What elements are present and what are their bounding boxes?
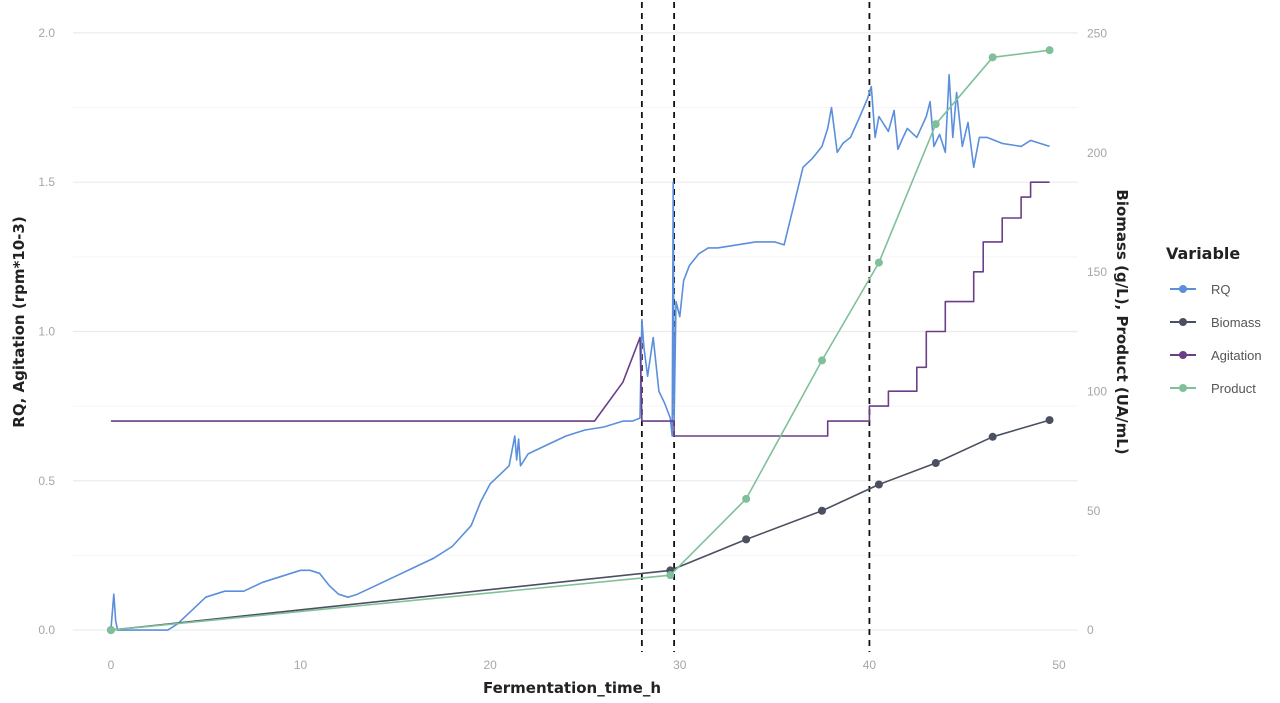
data-point-biomass <box>988 432 997 441</box>
y-tick-label-right: 50 <box>1087 504 1101 518</box>
data-point-biomass <box>742 535 751 544</box>
legend-key-dot <box>1179 351 1187 359</box>
legend-item-agitation: Agitation <box>1170 348 1262 363</box>
series-line-agitation <box>110 181 1050 437</box>
data-point-product <box>818 356 827 365</box>
legend-items: RQ Biomass Agitation Product <box>1170 282 1262 396</box>
legend-key-dot <box>1179 384 1187 392</box>
legend: Variable RQ Biomass Agitation Product <box>1166 244 1262 396</box>
y-tick-label-left: 0.5 <box>38 474 55 488</box>
legend-label: Agitation <box>1211 348 1262 363</box>
series-agitation <box>110 181 1050 437</box>
legend-label: Biomass <box>1211 315 1261 330</box>
x-tick-label: 10 <box>294 658 308 672</box>
legend-key-dot <box>1179 285 1187 293</box>
data-point-product <box>106 626 115 635</box>
legend-key-dot <box>1179 318 1187 326</box>
y-axis-title-right: Biomass (g/L), Product (UA/mL) <box>1113 189 1131 454</box>
data-point-product <box>931 120 940 129</box>
y-tick-label-right: 250 <box>1087 26 1107 40</box>
y-axis-title-left: RQ, Agitation (rpm*10-3) <box>10 216 28 427</box>
plot-area <box>106 46 1054 635</box>
data-point-product <box>988 53 997 62</box>
series-line-rq <box>110 73 1050 631</box>
y-tick-label-left: 1.5 <box>38 175 55 189</box>
x-axis-title: Fermentation_time_h <box>483 679 661 697</box>
data-point-biomass <box>874 480 883 489</box>
legend-item-biomass: Biomass <box>1170 315 1261 330</box>
data-point-biomass <box>818 506 827 515</box>
y-tick-label-right: 0 <box>1087 623 1094 637</box>
x-tick-label: 30 <box>673 658 687 672</box>
legend-label: Product <box>1211 381 1256 396</box>
data-point-product <box>666 571 675 580</box>
legend-item-product: Product <box>1170 381 1256 396</box>
series-line-biomass <box>110 419 1050 631</box>
y-tick-label-right: 200 <box>1087 146 1107 160</box>
axis-ticks: 0.0 0.5 1.0 1.5 2.0 0 50 100 150 200 250 0 10 20 30 40 5… <box>38 26 1107 672</box>
y-tick-label-left: 1.0 <box>38 324 55 338</box>
data-point-product <box>1045 46 1054 55</box>
x-tick-label: 20 <box>483 658 497 672</box>
x-tick-label: 40 <box>863 658 877 672</box>
y-tick-label-right: 150 <box>1087 265 1107 279</box>
data-point-biomass <box>1045 416 1054 425</box>
y-tick-label-left: 2.0 <box>38 26 55 40</box>
grid <box>73 32 1078 631</box>
y-tick-label-left: 0.0 <box>38 623 55 637</box>
data-point-product <box>874 258 883 267</box>
legend-title: Variable <box>1166 244 1240 263</box>
x-tick-label: 50 <box>1052 658 1066 672</box>
legend-item-rq: RQ <box>1170 282 1231 297</box>
series-product <box>106 46 1054 635</box>
data-point-biomass <box>931 459 940 468</box>
data-point-product <box>742 494 751 503</box>
series-line-product <box>110 49 1050 631</box>
series-biomass <box>106 416 1054 635</box>
series-rq <box>110 73 1050 631</box>
y-tick-label-right: 100 <box>1087 384 1107 398</box>
legend-label: RQ <box>1211 282 1231 297</box>
x-tick-label: 0 <box>108 658 115 672</box>
